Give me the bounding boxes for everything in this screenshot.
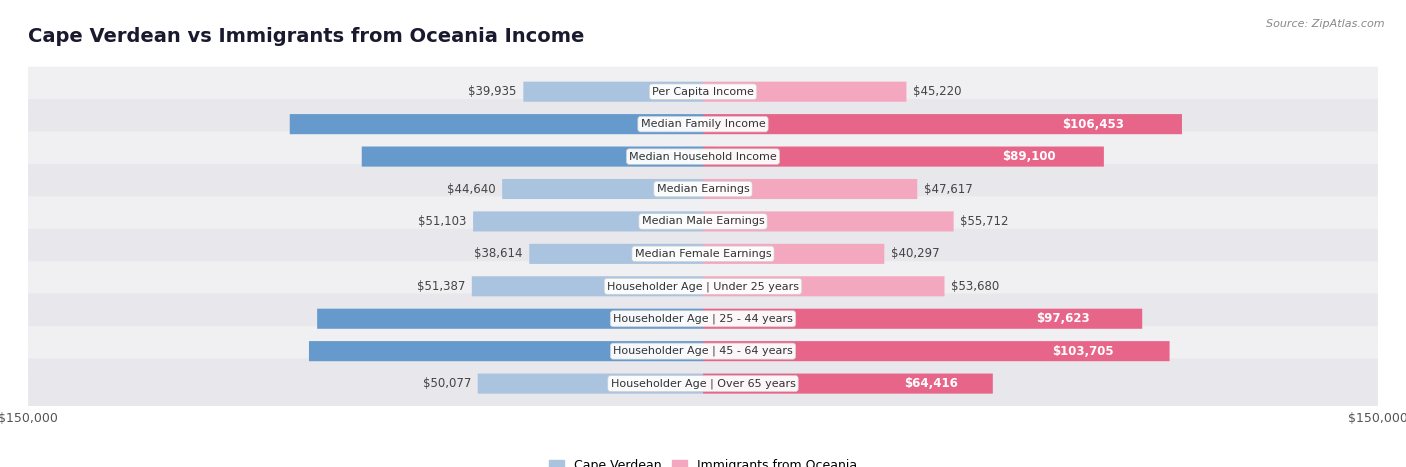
Text: $44,640: $44,640: [447, 183, 495, 196]
Text: $87,580: $87,580: [655, 345, 710, 358]
Text: Householder Age | Over 65 years: Householder Age | Over 65 years: [610, 378, 796, 389]
Text: $55,712: $55,712: [960, 215, 1010, 228]
FancyBboxPatch shape: [502, 179, 703, 199]
FancyBboxPatch shape: [703, 114, 1182, 134]
FancyBboxPatch shape: [703, 309, 1142, 329]
FancyBboxPatch shape: [361, 147, 703, 167]
Text: $51,387: $51,387: [416, 280, 465, 293]
Text: Source: ZipAtlas.com: Source: ZipAtlas.com: [1267, 19, 1385, 28]
Text: Householder Age | 45 - 64 years: Householder Age | 45 - 64 years: [613, 346, 793, 356]
FancyBboxPatch shape: [703, 276, 945, 297]
Text: $53,680: $53,680: [952, 280, 1000, 293]
FancyBboxPatch shape: [529, 244, 703, 264]
Text: $47,617: $47,617: [924, 183, 973, 196]
Text: $40,297: $40,297: [891, 248, 939, 261]
FancyBboxPatch shape: [28, 294, 1378, 344]
Text: $89,100: $89,100: [1002, 150, 1056, 163]
Text: Householder Age | 25 - 44 years: Householder Age | 25 - 44 years: [613, 313, 793, 324]
FancyBboxPatch shape: [318, 309, 703, 329]
FancyBboxPatch shape: [703, 341, 1170, 361]
Text: $75,848: $75,848: [662, 150, 716, 163]
Text: $85,758: $85,758: [657, 312, 710, 325]
Text: Median Earnings: Median Earnings: [657, 184, 749, 194]
Text: $38,614: $38,614: [474, 248, 523, 261]
Text: $39,935: $39,935: [468, 85, 516, 98]
FancyBboxPatch shape: [309, 341, 703, 361]
Text: Median Family Income: Median Family Income: [641, 119, 765, 129]
Text: $103,705: $103,705: [1052, 345, 1114, 358]
FancyBboxPatch shape: [28, 261, 1378, 311]
Text: $51,103: $51,103: [418, 215, 467, 228]
Text: $97,623: $97,623: [1036, 312, 1090, 325]
FancyBboxPatch shape: [28, 196, 1378, 247]
Text: $106,453: $106,453: [1063, 118, 1125, 131]
Text: $45,220: $45,220: [914, 85, 962, 98]
Text: $50,077: $50,077: [423, 377, 471, 390]
Text: Median Male Earnings: Median Male Earnings: [641, 216, 765, 226]
Text: Median Household Income: Median Household Income: [628, 152, 778, 162]
FancyBboxPatch shape: [703, 82, 907, 102]
FancyBboxPatch shape: [28, 164, 1378, 214]
Text: $64,416: $64,416: [904, 377, 957, 390]
Text: Householder Age | Under 25 years: Householder Age | Under 25 years: [607, 281, 799, 291]
Text: Cape Verdean vs Immigrants from Oceania Income: Cape Verdean vs Immigrants from Oceania …: [28, 27, 585, 46]
FancyBboxPatch shape: [28, 99, 1378, 149]
FancyBboxPatch shape: [703, 147, 1104, 167]
FancyBboxPatch shape: [28, 67, 1378, 117]
FancyBboxPatch shape: [703, 244, 884, 264]
Text: Median Female Earnings: Median Female Earnings: [634, 249, 772, 259]
FancyBboxPatch shape: [478, 374, 703, 394]
Legend: Cape Verdean, Immigrants from Oceania: Cape Verdean, Immigrants from Oceania: [544, 454, 862, 467]
FancyBboxPatch shape: [28, 326, 1378, 376]
FancyBboxPatch shape: [28, 359, 1378, 409]
FancyBboxPatch shape: [703, 212, 953, 232]
Text: $91,848: $91,848: [654, 118, 707, 131]
FancyBboxPatch shape: [472, 212, 703, 232]
FancyBboxPatch shape: [472, 276, 703, 297]
FancyBboxPatch shape: [703, 179, 917, 199]
FancyBboxPatch shape: [290, 114, 703, 134]
Text: Per Capita Income: Per Capita Income: [652, 87, 754, 97]
FancyBboxPatch shape: [523, 82, 703, 102]
FancyBboxPatch shape: [28, 229, 1378, 279]
FancyBboxPatch shape: [28, 132, 1378, 182]
FancyBboxPatch shape: [703, 374, 993, 394]
